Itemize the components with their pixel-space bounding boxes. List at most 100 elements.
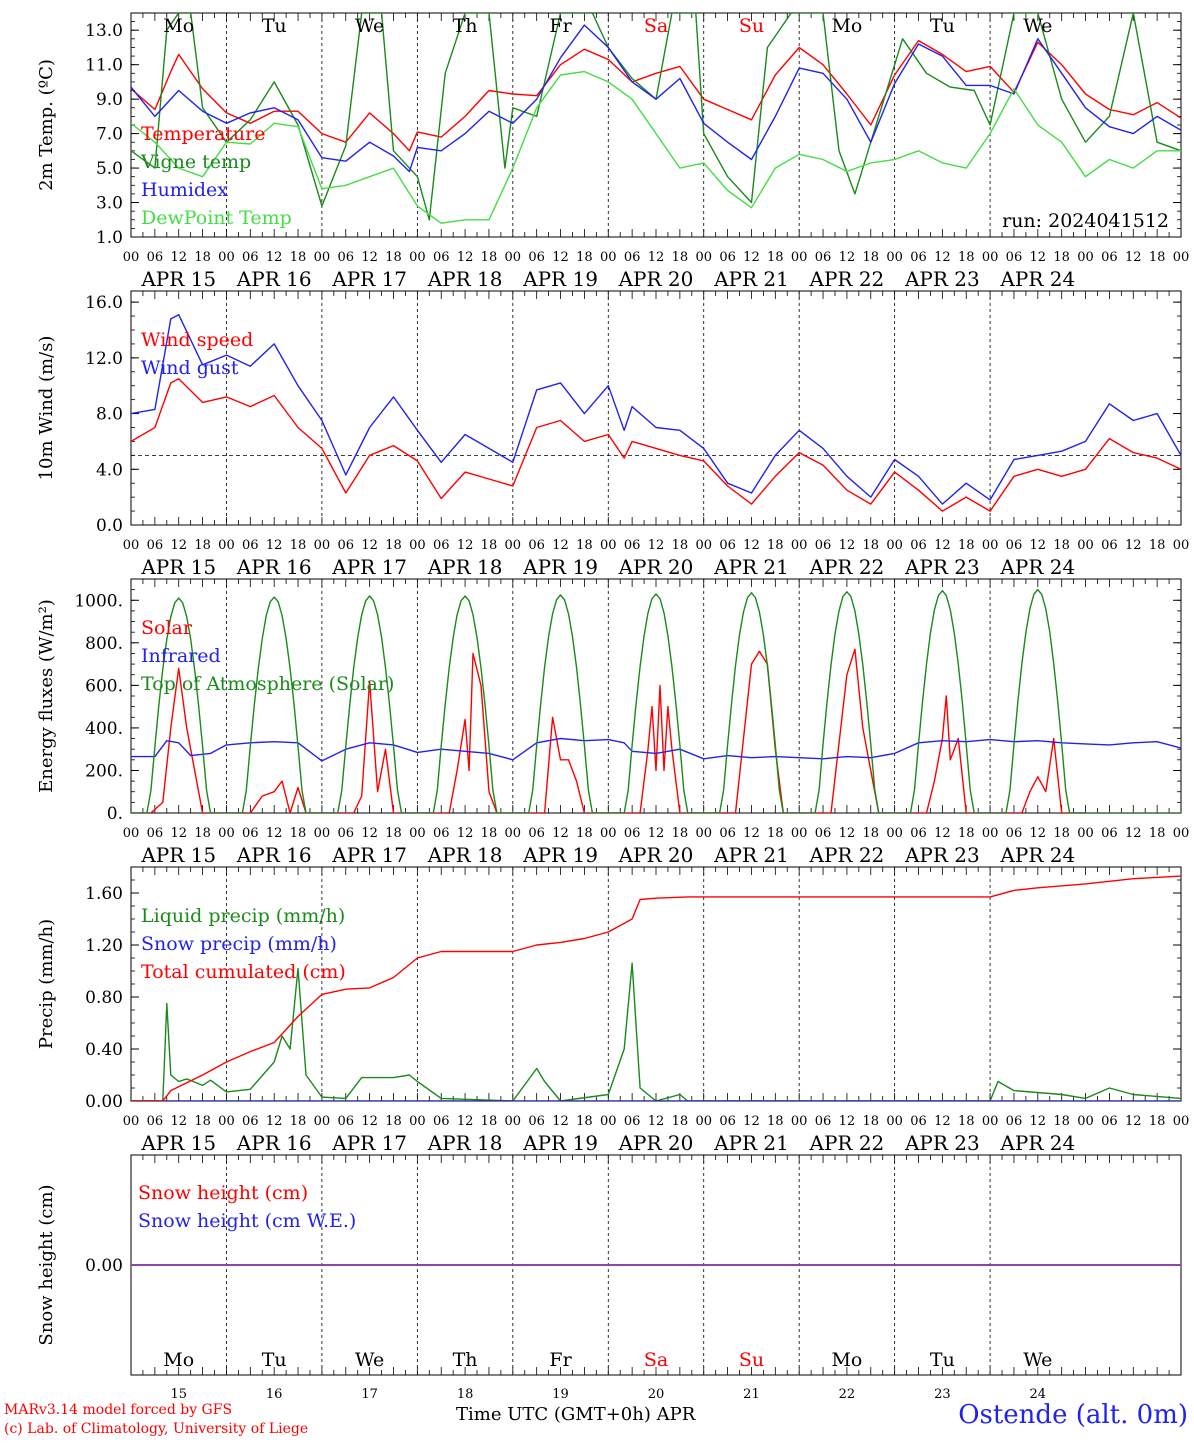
- hour-label: 12: [1030, 1114, 1047, 1129]
- legend-entry: Solar: [141, 617, 193, 639]
- day-number: 22: [839, 1387, 856, 1402]
- hour-label: 18: [672, 250, 689, 265]
- hour-label: 12: [552, 1114, 569, 1129]
- hour-label: 12: [361, 250, 378, 265]
- day-label: We: [355, 15, 384, 37]
- hour-label: 00: [505, 250, 522, 265]
- hour-label: 18: [576, 250, 593, 265]
- hour-label: 18: [481, 250, 498, 265]
- y-tick-label: 5.0: [96, 159, 123, 179]
- x-axis-label: Time UTC (GMT+0h) APR: [456, 1404, 696, 1425]
- hour-label: 12: [266, 1114, 283, 1129]
- legend-entry: Liquid precip (mm/h): [141, 905, 345, 927]
- hour-label: 00: [982, 538, 999, 553]
- hour-label: 06: [1006, 538, 1023, 553]
- date-label: APR 23: [904, 1131, 980, 1155]
- hour-label: 18: [1149, 250, 1166, 265]
- hour-label: 00: [505, 538, 522, 553]
- hour-label: 06: [815, 826, 832, 841]
- panel-3: 0. 200. 400. 600. 800. 1000. Energy fluxes (W/…: [36, 578, 1190, 867]
- hour-label: 18: [1053, 538, 1070, 553]
- hour-label: 00: [886, 1114, 903, 1129]
- hour-label: 12: [1125, 250, 1142, 265]
- hour-label: 06: [719, 1114, 736, 1129]
- hour-label: 06: [147, 826, 164, 841]
- hour-label: 06: [242, 1114, 259, 1129]
- panel-5: 0.00 Snow height (cm) Snow height (cm) Snow…: [36, 1154, 1182, 1402]
- hour-label: 18: [1053, 1114, 1070, 1129]
- hour-label: 12: [170, 1114, 187, 1129]
- hour-label: 18: [958, 1114, 975, 1129]
- hour-label: 18: [290, 1114, 307, 1129]
- date-label: APR 21: [713, 555, 789, 579]
- hour-label: 00: [695, 538, 712, 553]
- series-vigne-temp: [131, 13, 1181, 221]
- hour-label: 12: [266, 826, 283, 841]
- hour-label: 00: [123, 1114, 140, 1129]
- date-label: APR 19: [522, 1131, 598, 1155]
- hour-label: 12: [839, 538, 856, 553]
- y-axis-label: Snow height (cm): [36, 1184, 57, 1345]
- hour-label: 18: [958, 250, 975, 265]
- hour-label: 00: [1173, 826, 1190, 841]
- hour-label: 12: [648, 1114, 665, 1129]
- hour-label: 00: [218, 826, 235, 841]
- hour-label: 06: [624, 1114, 641, 1129]
- series-total-cumulated-cm: [131, 875, 1181, 1101]
- hour-label: 06: [147, 538, 164, 553]
- date-label: APR 24: [999, 267, 1075, 291]
- hour-label: 12: [361, 538, 378, 553]
- date-label: APR 23: [904, 843, 980, 867]
- hour-label: 06: [910, 826, 927, 841]
- y-tick-label: 0.0: [96, 516, 123, 536]
- hour-label: 06: [624, 250, 641, 265]
- day-label: Th: [453, 1349, 478, 1371]
- date-label: APR 22: [809, 267, 885, 291]
- hour-label: 18: [862, 250, 879, 265]
- hour-label: 06: [433, 1114, 450, 1129]
- hour-label: 18: [385, 826, 402, 841]
- hour-label: 12: [361, 826, 378, 841]
- legend-entry: Snow height (cm): [138, 1182, 308, 1204]
- hour-label: 18: [576, 1114, 593, 1129]
- hour-label: 00: [314, 250, 331, 265]
- hour-label: 12: [648, 826, 665, 841]
- day-label: Mo: [831, 1349, 862, 1371]
- hour-label: 06: [1006, 1114, 1023, 1129]
- hour-label: 00: [123, 826, 140, 841]
- hour-label: 00: [600, 1114, 617, 1129]
- day-label: Mo: [163, 15, 194, 37]
- date-label: APR 17: [331, 1131, 407, 1155]
- hour-label: 06: [242, 250, 259, 265]
- hour-label: 12: [266, 250, 283, 265]
- date-label: APR 18: [427, 555, 503, 579]
- hour-label: 12: [934, 1114, 951, 1129]
- legend-entry: Vigne temp: [140, 151, 251, 173]
- hour-label: 18: [194, 1114, 211, 1129]
- y-tick-label: 0.40: [85, 1040, 123, 1060]
- day-label: Mo: [163, 1349, 194, 1371]
- hour-label: 18: [1149, 538, 1166, 553]
- hour-label: 12: [1125, 1114, 1142, 1129]
- day-number: 15: [170, 1387, 187, 1402]
- day-label: Mo: [831, 15, 862, 37]
- plot-frame: [130, 578, 1182, 814]
- hour-label: 06: [1101, 1114, 1118, 1129]
- hour-label: 12: [1030, 250, 1047, 265]
- day-label: Su: [739, 15, 764, 37]
- hour-label: 18: [576, 538, 593, 553]
- hour-label: 18: [862, 538, 879, 553]
- hour-label: 12: [1030, 538, 1047, 553]
- hour-label: 18: [958, 538, 975, 553]
- day-label: Tu: [930, 1349, 955, 1371]
- y-tick-label: 16.0: [85, 293, 123, 313]
- day-label: Tu: [262, 15, 287, 37]
- hour-label: 12: [266, 538, 283, 553]
- hour-label: 06: [910, 250, 927, 265]
- date-label: APR 15: [140, 555, 216, 579]
- hour-label: 06: [433, 250, 450, 265]
- hour-label: 00: [791, 250, 808, 265]
- hour-label: 06: [910, 538, 927, 553]
- day-number: 23: [934, 1387, 951, 1402]
